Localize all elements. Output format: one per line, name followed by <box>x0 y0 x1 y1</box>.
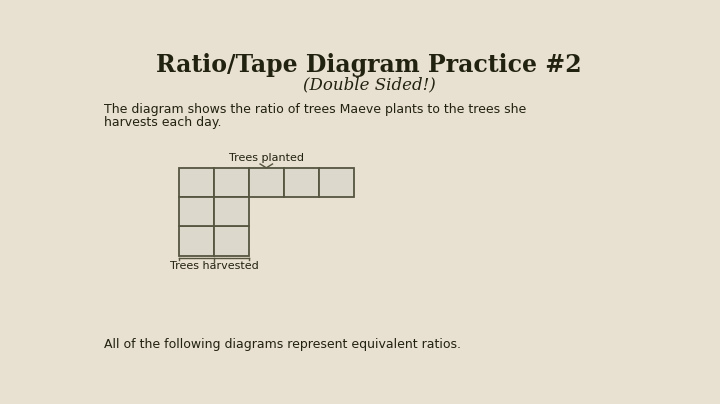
Text: Trees harvested: Trees harvested <box>170 261 258 271</box>
Bar <box>179 168 214 197</box>
Text: harvests each day.: harvests each day. <box>104 116 222 129</box>
Bar <box>249 168 284 197</box>
Bar <box>214 168 249 197</box>
Bar <box>179 197 214 226</box>
Text: The diagram shows the ratio of trees Maeve plants to the trees she: The diagram shows the ratio of trees Mae… <box>104 103 526 116</box>
Bar <box>284 168 319 197</box>
Bar <box>214 226 249 256</box>
Bar <box>179 226 214 256</box>
Text: Ratio/Tape Diagram Practice #2: Ratio/Tape Diagram Practice #2 <box>156 53 582 78</box>
Bar <box>214 197 249 226</box>
Bar <box>319 168 354 197</box>
Text: Trees planted: Trees planted <box>229 153 304 163</box>
Text: (Double Sided!): (Double Sided!) <box>302 76 436 93</box>
Text: All of the following diagrams represent equivalent ratios.: All of the following diagrams represent … <box>104 338 461 351</box>
